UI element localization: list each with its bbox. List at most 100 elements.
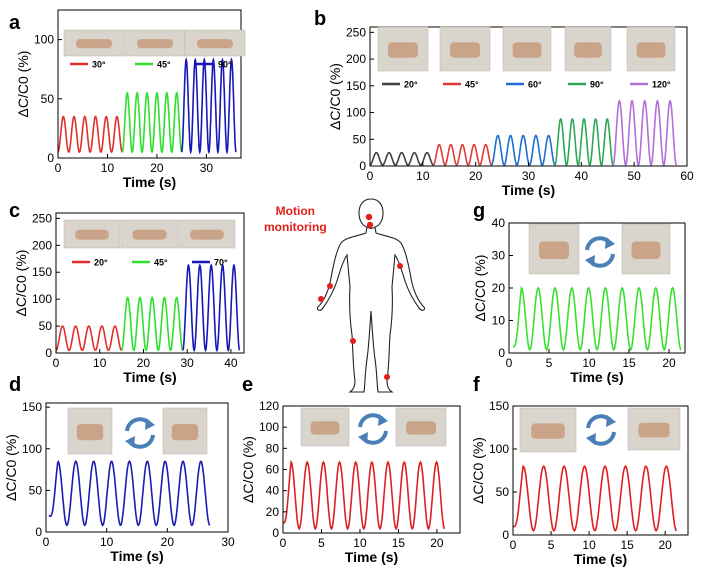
photo-inset-e-0 <box>300 407 350 447</box>
x-tick-label-b: 50 <box>627 169 641 183</box>
y-tick-label-g: 0 <box>498 346 505 360</box>
y-tick-label-d: 150 <box>22 400 42 414</box>
x-tick-label-g: 15 <box>622 356 636 370</box>
series-line-c-1 <box>121 296 184 352</box>
motion-label-line1: Motion <box>275 204 315 218</box>
x-axis-label-g: Time (s) <box>570 369 623 385</box>
photo-inset-g-0 <box>528 223 580 275</box>
x-tick-label-e: 15 <box>392 536 406 550</box>
photo-subject <box>539 241 569 259</box>
x-axis-label-a: Time (s) <box>123 174 176 190</box>
x-tick-label-a: 0 <box>55 161 62 175</box>
y-tick-label-d: 0 <box>35 525 42 539</box>
photo-inset-c-2 <box>178 219 236 249</box>
legend-label-b-3: 90° <box>590 80 604 90</box>
photo-inset-d-0 <box>67 407 113 455</box>
cycle-arrows-icon-f <box>586 414 616 446</box>
photo-subject <box>171 424 199 441</box>
sensor-dot-elbow <box>397 263 403 269</box>
y-tick-label-e: 40 <box>266 484 280 498</box>
sensor-dot-knee <box>350 338 356 344</box>
y-tick-label-a: 0 <box>47 151 54 165</box>
x-axis-label-c: Time (s) <box>123 369 176 385</box>
y-tick-label-g: 30 <box>492 249 506 263</box>
photo-subject <box>574 42 602 58</box>
x-tick-label-b: 20 <box>469 169 483 183</box>
sensor-dot-neck <box>366 221 374 229</box>
cycle-arrowhead-top <box>606 415 616 427</box>
sensor-dot-ankle <box>384 374 390 380</box>
y-axis-label-g: ΔC/C0 (%) <box>472 255 488 322</box>
panel-label-e: e <box>242 374 254 396</box>
series-line-f-0 <box>512 464 678 532</box>
panel-label-f: f <box>473 374 480 396</box>
cycle-arrowhead-bottom <box>586 433 596 445</box>
x-tick-label-b: 60 <box>680 169 694 183</box>
photo-subject <box>631 241 661 259</box>
cycle-arrows-icon-g <box>585 236 615 268</box>
cycle-arrowhead-top <box>378 414 388 426</box>
x-tick-label-a: 20 <box>150 161 164 175</box>
y-axis-label-e: ΔC/C0 (%) <box>240 436 256 503</box>
photo-subject <box>190 229 224 240</box>
motion-monitoring-label: Motion monitoring <box>264 203 327 235</box>
panel-label-d: d <box>9 374 22 396</box>
y-tick-label-b: 150 <box>346 79 366 93</box>
photo-subject <box>76 39 112 49</box>
y-axis-label-b: ΔC/C0 (%) <box>327 63 343 130</box>
series-line-a-2 <box>180 57 237 155</box>
chart-f-plot: 0 5 10 15 20 0 50 100 150 Time (s) ΔC/C0 (%) <box>470 399 689 567</box>
photo-background <box>63 219 121 249</box>
photo-inset-d-1 <box>162 407 208 455</box>
x-tick-label-f: 15 <box>620 538 634 552</box>
x-tick-label-a: 30 <box>200 161 214 175</box>
y-tick-label-e: 0 <box>272 526 279 540</box>
y-tick-label-c: 100 <box>32 292 52 306</box>
photo-inset-e-1 <box>395 407 447 447</box>
panel-label-c: c <box>9 200 21 222</box>
y-axis-label-c: ΔC/C0 (%) <box>13 250 29 317</box>
series-line-a-1 <box>121 91 183 154</box>
legend-label-a-2: 90° <box>218 60 232 70</box>
photo-inset-c-1 <box>120 219 179 249</box>
x-axis-label-d: Time (s) <box>110 548 163 564</box>
cycle-arrowhead-top <box>145 418 155 430</box>
y-tick-label-b: 200 <box>346 52 366 66</box>
series-line-e-0 <box>282 459 446 531</box>
series-line-b-3 <box>554 117 614 166</box>
x-tick-label-c: 10 <box>93 356 107 370</box>
plot-frame-d <box>45 402 229 533</box>
x-tick-label-f: 0 <box>510 538 517 552</box>
photo-subject <box>310 421 340 435</box>
photo-subject <box>406 421 436 435</box>
x-tick-label-b: 0 <box>367 169 374 183</box>
photo-background <box>184 29 246 57</box>
y-tick-label-f: 50 <box>496 485 510 499</box>
y-tick-label-g: 20 <box>492 281 506 295</box>
y-tick-label-g: 10 <box>492 314 506 328</box>
human-body-diagram <box>316 198 426 393</box>
photo-inset-f-1 <box>627 407 681 451</box>
body-outline <box>316 198 426 393</box>
motion-label-line2: monitoring <box>264 220 327 234</box>
x-tick-label-b: 10 <box>416 169 430 183</box>
sensor-dot-wrist <box>318 296 324 302</box>
x-tick-label-f: 20 <box>658 538 672 552</box>
series-line-b-4 <box>612 99 677 166</box>
cycle-arrows-icon-d <box>125 417 155 449</box>
panel-label-g: g <box>473 200 486 222</box>
photo-inset-b-4 <box>626 26 676 72</box>
y-tick-label-d: 50 <box>29 483 43 497</box>
x-tick-label-d: 30 <box>221 535 235 549</box>
y-tick-label-e: 20 <box>266 505 280 519</box>
y-tick-label-f: 150 <box>489 399 509 413</box>
photo-subject <box>636 42 666 58</box>
y-tick-label-c: 50 <box>39 319 53 333</box>
series-line-d-0 <box>48 459 211 527</box>
y-tick-label-b: 50 <box>353 132 367 146</box>
photo-inset-f-0 <box>519 407 577 453</box>
x-tick-label-b: 40 <box>575 169 589 183</box>
legend-label-a-0: 30° <box>92 60 106 70</box>
plot-frame-f <box>512 405 689 536</box>
y-tick-label-d: 100 <box>22 442 42 456</box>
